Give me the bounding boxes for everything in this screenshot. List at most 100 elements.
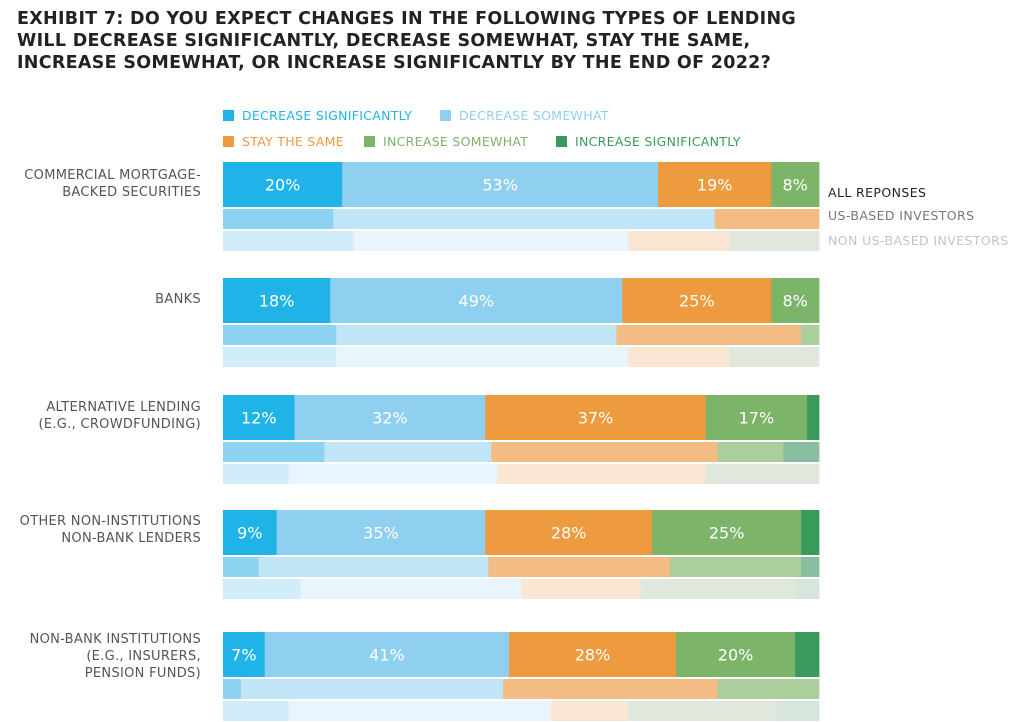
category-label-line: NON-BANK INSTITUTIONS	[29, 632, 201, 647]
bar-segment-non_us-decrease-somewhat	[336, 347, 629, 367]
bar-segment-us-stay-the-same	[616, 325, 802, 345]
bar-segment-us-decrease-somewhat	[324, 442, 492, 462]
bar-segment-non_us-increase-somewhat	[640, 579, 796, 599]
bar-segment-all-increase-somewhat	[675, 632, 796, 677]
bar-segment-us-stay-the-same	[714, 209, 820, 229]
bar-segment-all-decrease-somewhat	[294, 395, 486, 440]
bar-segment-us-increase-somewhat	[717, 442, 784, 462]
legend-swatch	[440, 110, 451, 121]
title-line: INCREASE SOMEWHAT, OR INCREASE SIGNIFICA…	[17, 53, 772, 73]
bar-segment-us-decrease-somewhat	[258, 557, 489, 577]
legend-stay-the-same: STAY THE SAME	[223, 134, 344, 149]
bar-segment-all-stay-the-same	[485, 510, 653, 555]
bar-segment-non_us-decrease-significantly	[223, 231, 355, 251]
legend-label: DECREASE SIGNIFICANTLY	[242, 108, 413, 123]
category-label-line: OTHER NON-INSTITUTIONS	[19, 514, 201, 529]
legend-swatch	[223, 110, 234, 121]
bar-segment-all-stay-the-same	[509, 632, 677, 677]
bar-segment-all-stay-the-same	[622, 278, 772, 323]
bar-segment-all-increase-somewhat	[771, 278, 820, 323]
bar-segment-us-decrease-somewhat	[336, 325, 617, 345]
title-line: WILL DECREASE SIGNIFICANTLY, DECREASE SO…	[17, 31, 751, 51]
bar-segment-non_us-increase-significantly	[777, 701, 820, 721]
bar-segment-all-decrease-somewhat	[330, 278, 623, 323]
category-label-banks: BANKS	[155, 291, 201, 308]
data-label: 35%	[363, 524, 399, 543]
category-label-alternative-lending: ALTERNATIVE LENDING (E.G., CROWDFUNDING)	[38, 399, 201, 433]
bar-segment-non_us-decrease-somewhat	[288, 464, 498, 484]
bar-segment-all-decrease-somewhat	[264, 632, 510, 677]
bar-segment-all-decrease-significantly	[223, 510, 278, 555]
bar-segment-all-increase-somewhat	[771, 162, 820, 207]
bar-segment-all-stay-the-same	[485, 395, 707, 440]
bar-segment-non_us-increase-somewhat	[729, 231, 820, 251]
row-label-us: US-BASED INVESTORS	[828, 208, 975, 223]
bar-segment-all-decrease-significantly	[223, 632, 266, 677]
bar-segment-us-decrease-significantly	[223, 679, 242, 699]
legend-swatch	[364, 136, 375, 147]
category-label-non-bank-institutions: NON-BANK INSTITUTIONS (E.G., INSURERS, P…	[30, 631, 201, 682]
bar-segment-non_us-increase-somewhat	[729, 347, 820, 367]
bar-segment-non_us-decrease-significantly	[223, 464, 289, 484]
legend-swatch	[223, 136, 234, 147]
category-label-other-non-institutions: OTHER NON-INSTITUTIONS NON-BANK LENDERS	[20, 513, 201, 547]
bar-segment-all-decrease-significantly	[223, 162, 343, 207]
bar-segment-non_us-stay-the-same	[550, 701, 629, 721]
bar-segment-all-increase-somewhat	[652, 510, 802, 555]
data-label: 28%	[551, 524, 587, 543]
data-label: 20%	[265, 176, 301, 195]
bar-segment-us-decrease-somewhat	[240, 679, 504, 699]
data-label: 19%	[697, 176, 733, 195]
data-label: 41%	[369, 646, 405, 665]
data-label: 37%	[578, 409, 614, 428]
bar-segment-non_us-increase-somewhat	[705, 464, 820, 484]
legend-decrease-significantly: DECREASE SIGNIFICANTLY	[223, 108, 412, 123]
bar-segment-non_us-stay-the-same	[628, 347, 730, 367]
bar-segment-us-stay-the-same	[491, 442, 719, 462]
category-label-line: ALTERNATIVE LENDING	[46, 400, 201, 415]
bar-segment-non_us-stay-the-same	[497, 464, 707, 484]
bar-segment-non_us-decrease-somewhat	[300, 579, 522, 599]
title-line: EXHIBIT 7: DO YOU EXPECT CHANGES IN THE …	[17, 9, 797, 29]
bar-segment-non_us-increase-significantly	[795, 579, 820, 599]
legend-decrease-somewhat: DECREASE SOMEWHAT	[440, 108, 609, 123]
bar-segment-all-increase-significantly	[795, 632, 820, 677]
category-label-line: BACKED SECURITIES	[62, 185, 201, 200]
bar-segment-us-decrease-significantly	[223, 442, 325, 462]
legend-increase-significantly: INCREASE SIGNIFICANTLY	[556, 134, 741, 149]
category-label-line: PENSION FUNDS)	[84, 666, 201, 681]
bar-segment-us-increase-significantly	[783, 442, 820, 462]
bar-segment-us-stay-the-same	[488, 557, 671, 577]
row-label-non-us: NON US-BASED INVESTORS	[828, 233, 1009, 248]
legend-swatch	[556, 136, 567, 147]
legend-label: INCREASE SOMEWHAT	[383, 134, 529, 149]
data-label: 25%	[709, 524, 745, 543]
bar-segment-non_us-decrease-significantly	[223, 579, 301, 599]
data-label: 8%	[782, 176, 807, 195]
data-label: 8%	[782, 292, 807, 311]
data-label: 32%	[372, 409, 408, 428]
data-label: 25%	[679, 292, 715, 311]
bar-segment-all-increase-somewhat	[705, 395, 808, 440]
category-label-line: COMMERCIAL MORTGAGE-	[24, 168, 201, 183]
bar-segment-all-decrease-somewhat	[342, 162, 659, 207]
bar-segment-all-decrease-somewhat	[276, 510, 486, 555]
data-label: 18%	[259, 292, 295, 311]
category-label-line: (E.G., CROWDFUNDING)	[38, 417, 201, 432]
data-label: 9%	[237, 524, 262, 543]
legend-label: STAY THE SAME	[242, 134, 344, 149]
category-label-cmbs: COMMERCIAL MORTGAGE- BACKED SECURITIES	[24, 167, 201, 201]
category-label-line: BANKS	[155, 292, 201, 307]
data-label: 20%	[718, 646, 754, 665]
bar-segment-non_us-decrease-significantly	[223, 347, 337, 367]
data-label: 49%	[459, 292, 495, 311]
bar-segment-non_us-increase-somewhat	[628, 701, 778, 721]
bar-segment-all-decrease-significantly	[223, 278, 331, 323]
data-label: 53%	[482, 176, 518, 195]
data-label: 28%	[575, 646, 611, 665]
bar-segment-all-increase-significantly	[801, 510, 820, 555]
data-label: 12%	[241, 409, 277, 428]
bar-segment-all-decrease-significantly	[223, 395, 295, 440]
bar-segment-us-increase-somewhat	[670, 557, 802, 577]
